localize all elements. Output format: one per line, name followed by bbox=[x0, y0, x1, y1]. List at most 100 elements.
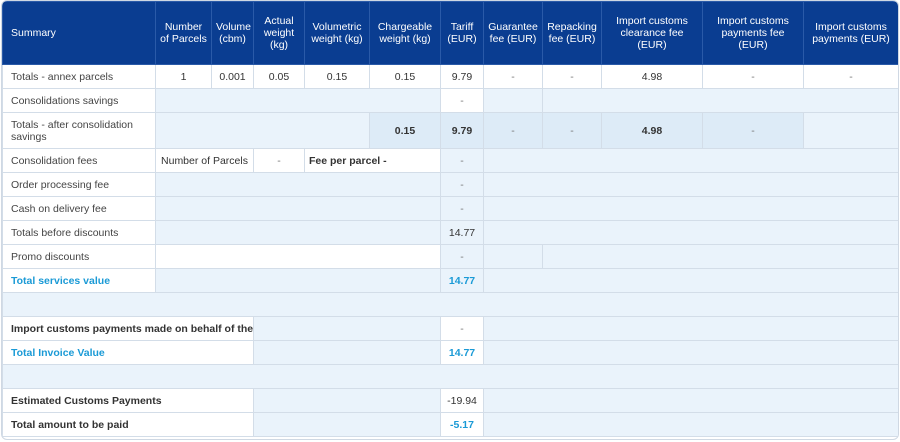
cell-actual-weight: 0.05 bbox=[253, 64, 305, 89]
cell-payments: - bbox=[803, 64, 898, 89]
empty-cell bbox=[483, 388, 898, 413]
cell-clearance-fee: 4.98 bbox=[601, 64, 703, 89]
cell-volume: 0.001 bbox=[211, 64, 254, 89]
cell-tariff: 14.77 bbox=[440, 220, 484, 245]
row-label: Total Invoice Value bbox=[2, 340, 254, 365]
empty-cell bbox=[155, 196, 441, 221]
row-import-customs-payments: Import customs payments made on behalf o… bbox=[2, 316, 898, 341]
row-total-amount-to-be-paid: Total amount to be paid -5.17 bbox=[2, 412, 898, 437]
cell-tariff: - bbox=[440, 148, 484, 173]
cell-clearance-fee: 4.98 bbox=[601, 112, 703, 149]
cell-tariff: 9.79 bbox=[440, 112, 484, 149]
row-label: Total services value bbox=[2, 268, 156, 293]
row-order-processing-fee: Order processing fee - bbox=[2, 172, 898, 197]
empty-cell bbox=[155, 172, 441, 197]
row-totals-after-consolidation: Totals - after consolidation savings 0.1… bbox=[2, 112, 898, 149]
cell-tariff: - bbox=[440, 172, 484, 197]
cell-payments-fee: - bbox=[702, 112, 804, 149]
header-actual-weight: Actual weight (kg) bbox=[253, 1, 305, 65]
cell-tariff: -19.94 bbox=[440, 388, 484, 413]
cell-repacking-fee: - bbox=[542, 64, 602, 89]
empty-cell bbox=[253, 388, 441, 413]
empty-cell bbox=[483, 148, 898, 173]
row-estimated-customs-payments: Estimated Customs Payments -19.94 bbox=[2, 388, 898, 413]
cell-tariff: -5.17 bbox=[440, 412, 484, 437]
empty-cell bbox=[483, 340, 898, 365]
empty-cell bbox=[253, 340, 441, 365]
empty-cell bbox=[542, 88, 898, 113]
cell-tariff: 14.77 bbox=[440, 340, 484, 365]
cell-tariff: - bbox=[440, 244, 484, 269]
header-import-customs-clearance-fee: Import customs clearance fee (EUR) bbox=[601, 1, 703, 65]
cell-chargeable-weight: 0.15 bbox=[369, 112, 441, 149]
empty-cell bbox=[483, 88, 543, 113]
empty-cell bbox=[155, 244, 441, 269]
cell-tariff: 9.79 bbox=[440, 64, 484, 89]
row-promo-discounts: Promo discounts - bbox=[2, 244, 898, 269]
cell-chargeable-weight: 0.15 bbox=[369, 64, 441, 89]
cell-repacking-fee: - bbox=[542, 112, 602, 149]
row-total-invoice-value: Total Invoice Value 14.77 bbox=[2, 340, 898, 365]
empty-cell bbox=[155, 112, 370, 149]
cell-number-of-parcels-label: Number of Parcels bbox=[155, 148, 254, 173]
row-cash-on-delivery-fee: Cash on delivery fee - bbox=[2, 196, 898, 221]
cell-guarantee-fee: - bbox=[483, 112, 543, 149]
empty-cell bbox=[542, 244, 898, 269]
cell-parcels: 1 bbox=[155, 64, 212, 89]
cell-volumetric-weight: 0.15 bbox=[304, 64, 370, 89]
row-total-services-value: Total services value 14.77 bbox=[2, 268, 898, 293]
spacer-cell bbox=[2, 364, 898, 389]
cell-tariff: 14.77 bbox=[440, 268, 484, 293]
row-totals-annex-parcels: Totals - annex parcels 1 0.001 0.05 0.15… bbox=[2, 64, 898, 89]
cell-payments-fee: - bbox=[702, 64, 804, 89]
row-label: Totals - after consolidation savings bbox=[2, 112, 156, 149]
empty-cell bbox=[803, 112, 898, 149]
empty-cell bbox=[253, 316, 441, 341]
table-header-row: Summary Number of Parcels Volume (cbm) A… bbox=[2, 1, 898, 65]
empty-cell bbox=[483, 172, 898, 197]
header-number-of-parcels: Number of Parcels bbox=[155, 1, 212, 65]
row-label: Estimated Customs Payments bbox=[2, 388, 254, 413]
header-chargeable-weight: Chargeable weight (kg) bbox=[369, 1, 441, 65]
row-consolidation-fees: Consolidation fees Number of Parcels - F… bbox=[2, 148, 898, 173]
row-label: Order processing fee bbox=[2, 172, 156, 197]
empty-cell bbox=[483, 220, 898, 245]
empty-cell bbox=[483, 316, 898, 341]
cell-fee-per-parcel: Fee per parcel - bbox=[304, 148, 441, 173]
header-volumetric-weight: Volumetric weight (kg) bbox=[304, 1, 370, 65]
header-import-customs-payments: Import customs payments (EUR) bbox=[803, 1, 898, 65]
spacer-row bbox=[2, 364, 898, 389]
row-label: Promo discounts bbox=[2, 244, 156, 269]
row-label: Import customs payments made on behalf o… bbox=[2, 316, 254, 341]
header-guarantee-fee: Guarantee fee (EUR) bbox=[483, 1, 543, 65]
row-label: Total amount to be paid bbox=[2, 412, 254, 437]
empty-cell bbox=[483, 196, 898, 221]
header-import-customs-payments-fee: Import customs payments fee (EUR) bbox=[702, 1, 804, 65]
row-totals-before-discounts: Totals before discounts 14.77 bbox=[2, 220, 898, 245]
cell-guarantee-fee: - bbox=[483, 64, 543, 89]
cell-tariff: - bbox=[440, 88, 484, 113]
row-label: Totals before discounts bbox=[2, 220, 156, 245]
row-label: Consolidation fees bbox=[2, 148, 156, 173]
empty-cell bbox=[483, 244, 543, 269]
row-label: Cash on delivery fee bbox=[2, 196, 156, 221]
cell-tariff: - bbox=[440, 196, 484, 221]
row-label: Consolidations savings bbox=[2, 88, 156, 113]
header-tariff: Tariff (EUR) bbox=[440, 1, 484, 65]
spacer-row bbox=[2, 292, 898, 317]
empty-cell bbox=[483, 412, 898, 437]
cell-tariff: - bbox=[440, 316, 484, 341]
spacer-cell bbox=[2, 292, 898, 317]
empty-cell bbox=[483, 268, 898, 293]
empty-cell bbox=[155, 268, 441, 293]
cell-number-of-parcels-value: - bbox=[253, 148, 305, 173]
row-consolidation-savings: Consolidations savings - bbox=[2, 88, 898, 113]
header-volume: Volume (cbm) bbox=[211, 1, 254, 65]
row-label: Totals - annex parcels bbox=[2, 64, 156, 89]
header-repacking-fee: Repacking fee (EUR) bbox=[542, 1, 602, 65]
empty-cell bbox=[155, 88, 441, 113]
header-summary: Summary bbox=[2, 1, 156, 65]
empty-cell bbox=[155, 220, 441, 245]
